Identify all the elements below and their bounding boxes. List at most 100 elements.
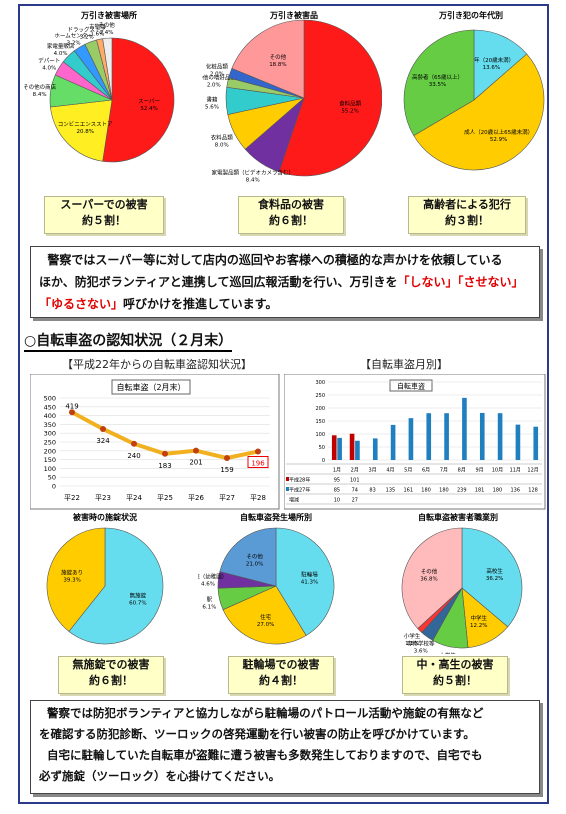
table-cell: 11月 xyxy=(510,468,521,474)
pie-title: 被害時の施錠状況 xyxy=(73,512,137,522)
table-cell: 180 xyxy=(493,488,503,494)
data-label: 196 xyxy=(251,460,265,468)
caption-line: スーパーでの被害 xyxy=(60,198,148,211)
pie-slice-name: 無施錠 xyxy=(130,591,147,599)
chart-frame xyxy=(30,374,280,510)
pie-slice-value: 2.4% xyxy=(99,30,113,36)
data-point xyxy=(100,425,106,432)
pie-slice-label: 中学生 12.2% xyxy=(470,614,487,629)
pie-slice-name: 駅 xyxy=(207,597,213,604)
pie-slice-name: 駐輪場 xyxy=(301,571,318,579)
pie-slice-name: 住宅 xyxy=(260,613,272,621)
pie-slice-name: ホームセンター xyxy=(54,32,92,40)
chart-title: 自転車盗（2月末） xyxy=(116,382,185,392)
table-cell: 136 xyxy=(510,488,520,494)
chart-title: 自転車盗 xyxy=(397,382,425,391)
pie-slice-label: 高校生 36.2% xyxy=(486,567,503,582)
pie-slice-label: 小学生 1.5% xyxy=(404,632,421,647)
pie-slice-value: 1.5% xyxy=(405,641,419,647)
pie-slice-name: 古物商 xyxy=(89,22,106,30)
table-cell: 8月 xyxy=(458,468,466,474)
pie-slice-value: 20.8% xyxy=(76,129,93,135)
caption-line: 約５割！ xyxy=(433,674,477,687)
pie-slice-label: その他 36.8% xyxy=(420,567,437,582)
pie-title: 自転車盗発生場所別 xyxy=(240,512,312,522)
y-tick-label: 250 xyxy=(44,439,56,447)
y-tick-label: 0 xyxy=(322,458,325,464)
pie-slice-value: 5.6% xyxy=(205,104,219,110)
caption-line: 約６割！ xyxy=(89,674,133,687)
data-label: 183 xyxy=(158,462,171,470)
bicycle-message: 警察では防犯ボランティアと協力しながら駐輪場のパトロール活動や施錠の有無など を… xyxy=(30,700,540,794)
table-cell: 5月 xyxy=(404,468,412,474)
pie-slice-name: その他の商店 xyxy=(24,83,57,91)
chart-title-box xyxy=(111,379,191,395)
bar xyxy=(479,412,485,460)
pie-slice xyxy=(461,527,523,628)
y-tick-label: 200 xyxy=(315,406,325,412)
x-tick-label: 平24 xyxy=(126,494,142,502)
data-label: 324 xyxy=(96,437,110,445)
pie-slice-value: 3.2% xyxy=(67,41,81,47)
pie-slice-value: 3.2% xyxy=(80,34,94,40)
pie-slice-label: コンビニエンスストア 20.8% xyxy=(58,120,113,135)
pie-title: 万引き被害場所 xyxy=(80,10,137,20)
pie-slice-value: 27.0% xyxy=(257,622,274,628)
table-row-label: 平成27年 xyxy=(289,487,310,494)
pie-slice-value: 3.6% xyxy=(414,649,428,654)
x-tick-label: 平22 xyxy=(64,494,80,502)
pie-slice-label: 高齢者（65歳以上） 33.5% xyxy=(412,73,463,88)
table-row-label: 増減 xyxy=(289,497,299,504)
pie-slice-label: その他の商店 8.4% xyxy=(24,83,57,98)
table-cell: 239 xyxy=(457,488,467,494)
caption-line: 約４割！ xyxy=(259,674,303,687)
x-tick-label: 平28 xyxy=(250,494,266,502)
highlight-box xyxy=(247,456,269,469)
y-tick-label: 300 xyxy=(44,430,56,438)
pie-slice-name: コンビニエンスストア xyxy=(58,120,113,128)
pie-slice xyxy=(102,37,113,101)
y-tick-label: 150 xyxy=(44,456,56,464)
pie-slice xyxy=(50,99,113,162)
table-cell: 161 xyxy=(403,488,413,494)
bar-chart-monthly-theft: 自転車盗 0 50 100 150 200 250 300 1月 2月 3月 4月 5月 6月 7月 8月 9月… xyxy=(284,374,546,510)
pie-slice-name: デパート xyxy=(38,56,60,64)
table-cell: 135 xyxy=(386,488,396,494)
pie-slice-name: その他の嗜好品類 xyxy=(202,74,236,82)
pie-slice xyxy=(231,19,305,99)
caption-line: 約５割！ xyxy=(82,214,126,227)
pie-slice-name: スーパー xyxy=(138,98,160,105)
pie-slice-value: 6.1% xyxy=(202,605,216,611)
pie-slice-label: 駅 6.1% xyxy=(202,597,216,611)
pie-slice-value: 4.0% xyxy=(42,65,56,71)
pie-slice xyxy=(401,527,463,629)
bar xyxy=(426,413,432,460)
pie-slice-label: 大学生9.7% xyxy=(439,651,456,654)
pie-slice xyxy=(46,527,106,632)
pie-slice-value: 39.3% xyxy=(63,578,80,584)
bar xyxy=(390,424,396,460)
pie-slice-label: ドラッグストア 3.2% xyxy=(68,25,107,40)
pie-slice-label: 少年（20歳未満） 13.6% xyxy=(469,56,515,71)
pie-slice-value: 8.0% xyxy=(215,142,229,148)
table-cell: 180 xyxy=(439,488,449,494)
caption-students: 中・高生の被害 約５割！ xyxy=(402,656,508,694)
pie-slice xyxy=(473,29,528,101)
y-tick-label: 50 xyxy=(319,445,325,451)
pie-slice xyxy=(278,19,382,177)
para2-line3: 自宅に駐輪していた自転車が盗難に遭う被害も多数発生しておりますので、自宅でも xyxy=(47,748,483,762)
pie-slice-value: 60.7% xyxy=(129,600,146,606)
section-title: ○自転車盗の認知状況（２月末） xyxy=(24,330,233,352)
pie-slice-label: 住宅 27.0% xyxy=(257,613,274,628)
pie-slice-label: 食料品類 55.2% xyxy=(339,100,362,115)
pie-slice-value: 52.9% xyxy=(490,137,507,143)
pie-slice-name: 大学生 xyxy=(439,651,456,654)
bar xyxy=(349,433,355,460)
line-chart-subtitle: 【平成22年からの自転車盗認知状況】 xyxy=(62,358,252,371)
pie-slice-name: 小学生 xyxy=(404,632,421,640)
bar xyxy=(444,413,449,460)
legend-swatch xyxy=(286,477,289,481)
caption-line: 高齢者による犯行 xyxy=(423,198,511,211)
pie-slice-name: 高校生 xyxy=(486,567,503,575)
